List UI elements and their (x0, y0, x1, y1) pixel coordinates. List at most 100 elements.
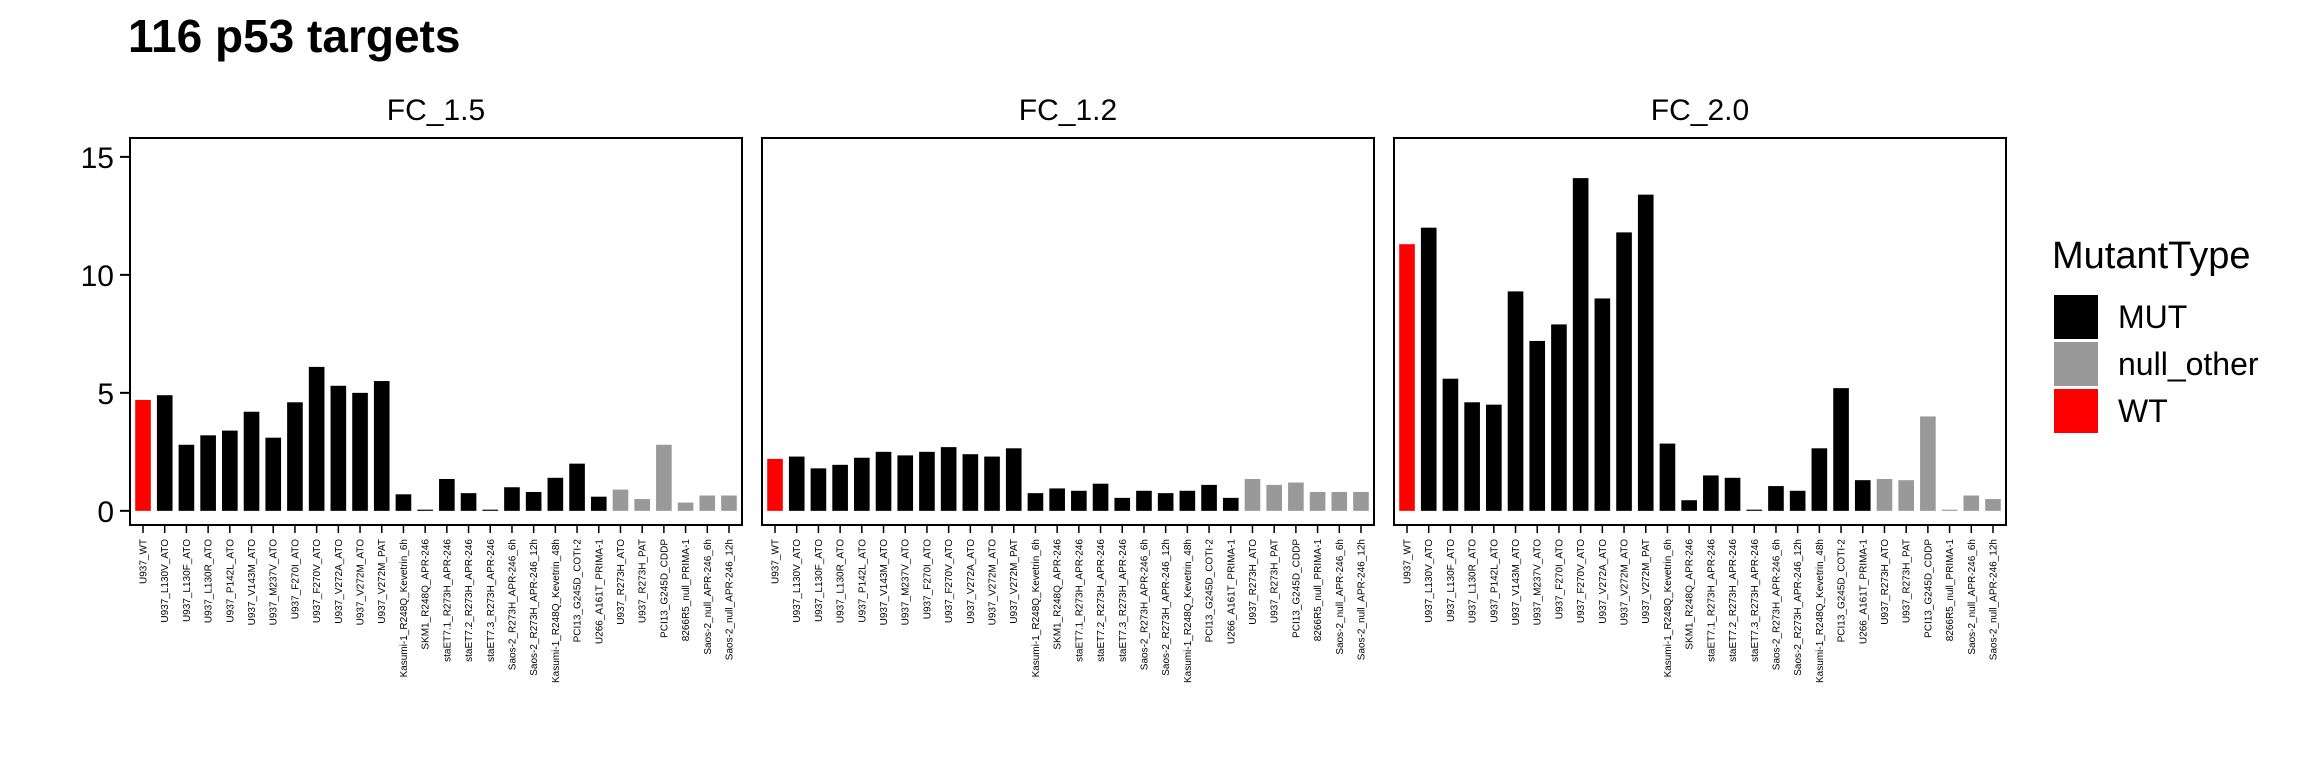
bar (1637, 194, 1654, 511)
bar (634, 499, 650, 511)
bar (612, 489, 629, 511)
x-tick-label: U937_V272A_ATO (1598, 539, 1609, 624)
panel-border (1393, 137, 2007, 526)
x-tick-label: Saos-2_R273H_APR-246_12h (1793, 539, 1804, 676)
x-tick-label: staET7.1_R273H_APR-246 (1074, 539, 1085, 662)
facet-strip-label: FC_1.5 (387, 94, 485, 127)
bar (222, 430, 238, 511)
x-tick-label: Saos-2_null_APR-246_6h (1967, 539, 1978, 655)
bar (330, 385, 347, 511)
chart-title: 116 p53 targets (128, 10, 460, 62)
y-axis: 0 5 10 15 (81, 142, 130, 529)
x-tick-label: staET7.3_R273H_APR-246 (486, 539, 497, 662)
x-tick-label: U937_L130R_ATO (836, 539, 847, 623)
bar (569, 463, 585, 511)
bar (200, 435, 216, 511)
bar (1442, 378, 1459, 511)
facet-panel: FC_2.0 U937_WT U937_L130V_ATO U937_L130F_AT… (1393, 94, 2007, 683)
bar (308, 366, 325, 511)
bar (1811, 448, 1828, 511)
x-tick-label: U937_L130F_ATO (814, 539, 825, 622)
x-tick-label: U266_A161T_PRIMA-1 (594, 539, 605, 644)
bar (1594, 298, 1611, 511)
bar (135, 399, 151, 511)
x-tick-label: U937_F270I_ATO (922, 539, 933, 619)
bar (1876, 478, 1893, 511)
x-tick-label: PCI13_G245D_COTI-2 (1205, 539, 1216, 643)
bar (1833, 388, 1849, 511)
facet-strip-label: FC_2.0 (1651, 94, 1749, 127)
x-tick-label: Kasumi-1_R248Q_Kevetrin_48h (551, 539, 562, 683)
bar (721, 495, 737, 511)
bar (832, 464, 848, 511)
bar (1331, 491, 1348, 511)
x-tick-label: U937_R273H_ATO (1248, 539, 1259, 625)
bar (1092, 483, 1109, 511)
bar (1746, 509, 1763, 511)
bar (962, 454, 979, 511)
x-tick-label: Saos-2_R273H_APR-246_6h (507, 539, 518, 670)
x-tick-label: 8266R5_null_PRIMA-1 (681, 539, 692, 642)
legend-title: MutantType (2052, 235, 2251, 277)
legend-label: MUT (2118, 299, 2187, 335)
bar (1724, 477, 1741, 511)
x-tick-label: staET7.2_R273H_APR-246 (1096, 539, 1107, 662)
x-tick-label: Saos-2_null_APR-246_12h (1988, 539, 1999, 660)
bar (1768, 486, 1784, 511)
bar (767, 458, 783, 511)
bar (1486, 404, 1502, 511)
bar (1244, 478, 1261, 511)
x-tick-label: PCI13_G245D_CDDP (1291, 539, 1302, 638)
x-tick-label: U937_M237V_ATO (269, 539, 280, 626)
bar (1420, 227, 1437, 511)
bar (1681, 500, 1697, 511)
bar (1551, 324, 1567, 511)
x-tick-label: U937_L130F_ATO (1446, 539, 1457, 622)
bar (1201, 484, 1217, 511)
bar (1071, 490, 1087, 511)
x-tick-label: U937_F270V_ATO (312, 539, 323, 623)
bar (265, 437, 282, 511)
bar (897, 455, 914, 511)
bar (287, 402, 303, 511)
x-tick-label: U937_WT (771, 539, 782, 584)
bar (1703, 475, 1719, 511)
bar (1529, 340, 1546, 511)
panel-border (761, 137, 1375, 526)
bar (1114, 497, 1131, 511)
bar (590, 496, 607, 511)
x-tick-label: U937_L130F_ATO (182, 539, 193, 622)
x-tick-label: U937_WT (1403, 539, 1414, 584)
bar (460, 493, 477, 511)
bar (1136, 490, 1152, 511)
bar (1288, 482, 1304, 511)
x-tick-label: PCI13_G245D_CDDP (659, 539, 670, 638)
bar (1507, 291, 1524, 511)
bar (1464, 402, 1480, 511)
bar (699, 495, 716, 511)
x-tick-label: Saos-2_R273H_APR-246_12h (529, 539, 540, 676)
bar (504, 487, 520, 511)
bar (156, 395, 173, 511)
bar (1898, 480, 1914, 511)
x-tick-label: Saos-2_R273H_APR-246_6h (1771, 539, 1782, 670)
x-tick-label: SKM1_R248Q_APR-246 (1685, 539, 1696, 650)
bar (1005, 448, 1022, 511)
x-tick-label: Saos-2_null_APR-246_12h (1356, 539, 1367, 660)
bar (940, 447, 957, 511)
x-tick-label: Saos-2_null_APR-246_6h (1335, 539, 1346, 655)
x-tick-label: PCI13_G245D_COTI-2 (573, 539, 584, 643)
bar (525, 491, 542, 511)
bar (1179, 490, 1196, 511)
bar (1309, 491, 1326, 511)
x-tick-label: Saos-2_R273H_APR-246_12h (1161, 539, 1172, 676)
x-tick-label: 8266R5_null_PRIMA-1 (1313, 539, 1324, 642)
bar (919, 451, 935, 511)
bar (1049, 488, 1065, 511)
legend: MutantType MUT null_other WT (2052, 235, 2259, 433)
legend-label: null_other (2118, 346, 2259, 382)
x-tick-label: staET7.1_R273H_APR-246 (1706, 539, 1717, 662)
x-tick-label: U937_R273H_PAT (1270, 539, 1281, 623)
bar (1222, 497, 1239, 511)
